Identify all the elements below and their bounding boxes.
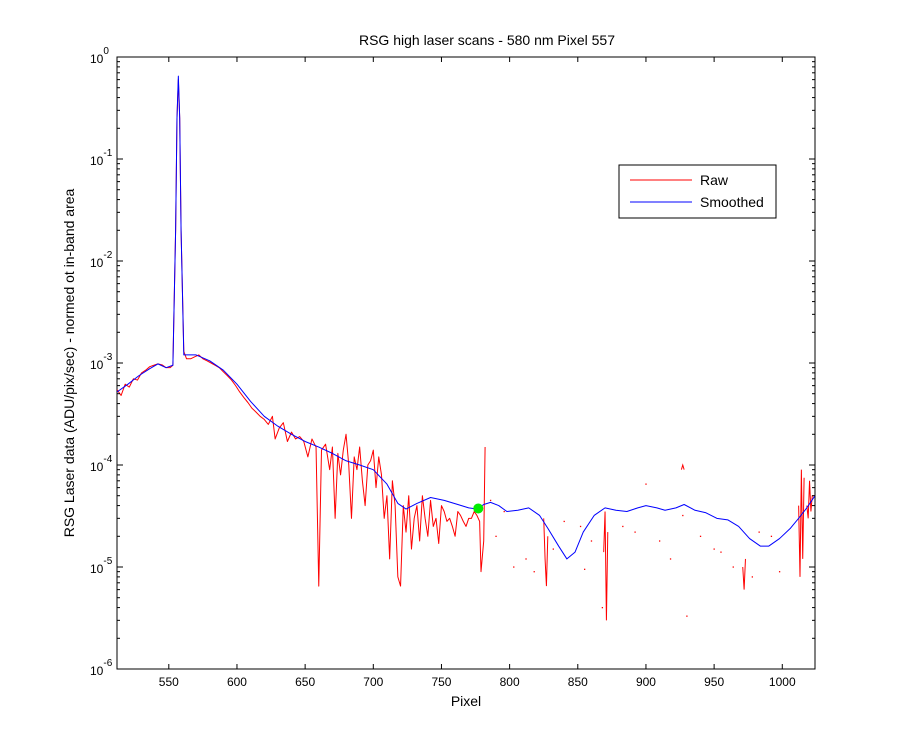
series-raw-point	[634, 531, 636, 533]
x-tick-label: 800	[500, 675, 520, 689]
series-raw-point	[699, 535, 702, 537]
series-raw-point	[645, 483, 647, 485]
series-raw-segment	[742, 558, 746, 590]
chart-title: RSG high laser scans - 580 nm Pixel 557	[359, 32, 615, 48]
series-raw-point	[658, 540, 661, 542]
series-raw-point	[584, 568, 586, 570]
series-raw-point	[669, 558, 672, 560]
series-raw-point	[601, 606, 604, 609]
y-tick-label: 100	[90, 46, 109, 66]
legend-label-smoothed: Smoothed	[700, 194, 764, 210]
series-raw-point	[525, 558, 527, 560]
y-tick-label: 10-4	[90, 454, 113, 474]
y-axis: 10-6 10-5 10-4 10-3 10-2 10-1 100	[90, 46, 815, 678]
x-tick-label: 850	[568, 675, 588, 689]
series-raw-point	[579, 525, 582, 528]
legend: Raw Smoothed	[618, 164, 777, 219]
x-tick-label: 750	[431, 675, 451, 689]
legend-label-raw: Raw	[700, 172, 729, 188]
series-raw-segment	[603, 511, 609, 621]
x-tick-label: 550	[159, 675, 179, 689]
series-raw-point	[503, 510, 505, 513]
series-raw-point	[770, 535, 773, 537]
series-raw-segment	[680, 463, 685, 470]
plot-frame	[116, 56, 816, 670]
x-axis-label: Pixel	[451, 693, 481, 709]
series-raw-point	[489, 499, 492, 502]
series-raw-point	[495, 535, 497, 537]
series-raw-point	[552, 548, 554, 550]
series-raw-point	[732, 566, 734, 568]
y-tick-label: 10-3	[90, 352, 113, 372]
plot-area	[116, 56, 816, 670]
series-raw-point	[720, 551, 722, 553]
series-raw-point	[622, 525, 624, 528]
series-raw-point	[713, 548, 715, 550]
x-tick-label: 700	[363, 675, 383, 689]
y-tick-label: 10-6	[90, 658, 113, 678]
y-tick-label: 10-2	[90, 250, 113, 270]
x-axis: 550 600 650 700 750 800 850 900 950 1000	[159, 57, 796, 689]
x-tick-label: 650	[295, 675, 315, 689]
y-tick-label: 10-5	[90, 556, 113, 576]
series-raw-point	[533, 571, 535, 573]
series-raw-point	[682, 514, 684, 517]
series-raw-point	[590, 540, 593, 542]
series-layer	[117, 75, 815, 621]
series-raw-point	[751, 576, 753, 578]
x-tick-label: 900	[636, 675, 656, 689]
x-tick-label: 600	[227, 675, 247, 689]
legend-box	[618, 164, 777, 219]
series-raw-point	[563, 520, 565, 523]
x-tick-label: 950	[704, 675, 724, 689]
x-tick-label: 1000	[769, 675, 796, 689]
series-raw-point	[758, 531, 760, 533]
series-raw-point	[686, 615, 688, 617]
series-raw-segment	[543, 518, 549, 587]
highlight-point	[473, 503, 484, 514]
series-raw-point	[778, 571, 781, 573]
y-tick-label: 10-1	[90, 148, 113, 168]
series-raw-point	[513, 566, 515, 568]
series-raw-segment	[798, 469, 805, 577]
y-axis-label: RSG Laser data (ADU/pix/sec) - normed ot…	[61, 188, 77, 537]
